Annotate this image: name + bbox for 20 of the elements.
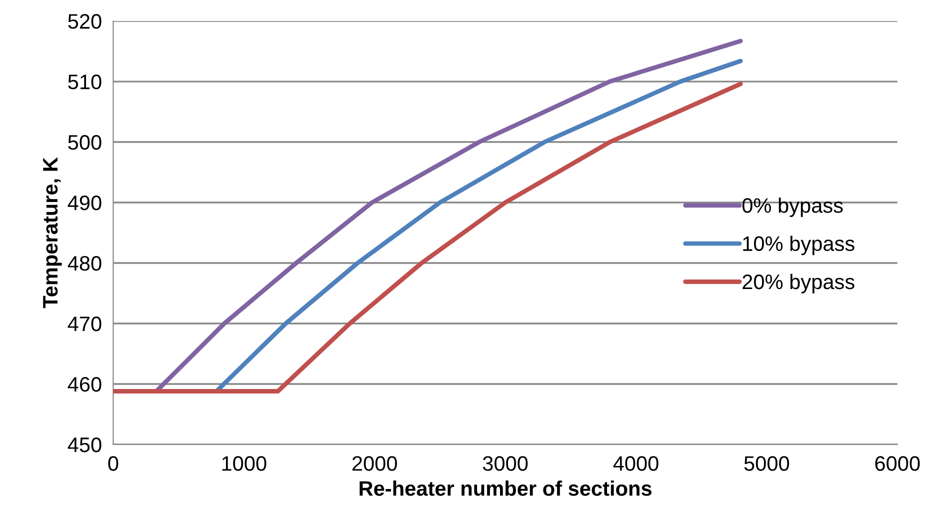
y-tick-label: 500 <box>68 135 102 150</box>
y-tick-label: 480 <box>68 256 102 271</box>
x-tick-label: 5000 <box>744 456 790 471</box>
y-tick-label: 510 <box>68 74 102 90</box>
y-tick-label: 450 <box>68 437 102 452</box>
legend-label: 0% bypass <box>742 198 843 217</box>
x-axis-title: Re-heater number of sections <box>360 480 652 496</box>
x-tick-label: 1000 <box>222 456 266 471</box>
y-axis-title: Temperature, K <box>43 157 62 308</box>
y-tick-label: 520 <box>68 14 102 29</box>
x-tick-label: 2000 <box>352 456 397 471</box>
x-tick-label: 6000 <box>875 456 920 471</box>
x-tick-label: 4000 <box>613 456 658 471</box>
x-tick-label: 3000 <box>482 456 528 471</box>
y-tick-label: 470 <box>68 316 102 332</box>
legend-label: 20% bypass <box>742 274 854 294</box>
x-tick-label: 0 <box>108 456 118 471</box>
legend-label: 10% bypass <box>743 236 854 256</box>
y-tick-label: 460 <box>68 376 102 392</box>
y-tick-label: 490 <box>68 196 102 210</box>
